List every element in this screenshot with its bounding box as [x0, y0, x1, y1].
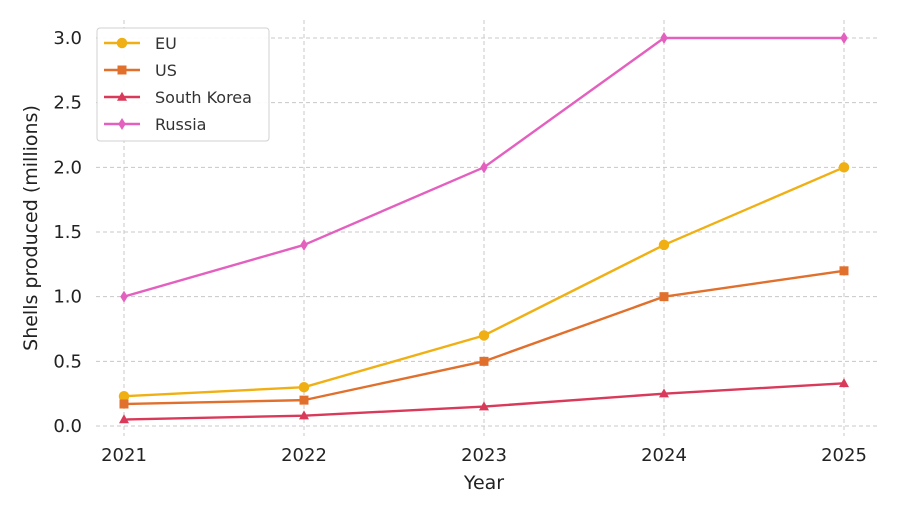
data-point-eu	[298, 381, 310, 393]
data-point-eu	[838, 162, 850, 173]
data-point-eu	[478, 330, 490, 341]
data-point-russia	[480, 161, 488, 174]
legend-label: EU	[155, 34, 177, 53]
x-tick-label: 2023	[461, 445, 507, 466]
data-point-south-korea	[479, 401, 489, 411]
data-point-us	[479, 356, 489, 366]
y-axis-ticks: 0.0 0.5 1.0 1.5 2.0 2.5 3.0	[53, 28, 82, 437]
series-eu	[118, 162, 850, 402]
x-tick-label: 2024	[641, 445, 687, 466]
y-tick-label: 1.5	[53, 222, 82, 243]
legend-swatch-marker	[116, 37, 128, 49]
legend-label: US	[155, 61, 177, 80]
legend-item-us: US	[104, 61, 177, 80]
legend-swatch-marker	[118, 118, 126, 130]
legend-item-eu: EU	[104, 34, 177, 53]
data-point-eu	[658, 239, 670, 251]
data-point-russia	[300, 238, 308, 251]
x-tick-label: 2022	[281, 445, 327, 466]
data-point-south-korea	[839, 378, 849, 388]
data-point-us	[839, 266, 849, 276]
series-south-korea	[119, 378, 849, 424]
y-tick-label: 1.0	[53, 287, 82, 308]
y-tick-label: 3.0	[53, 28, 82, 49]
legend-label: Russia	[155, 115, 206, 134]
legend-swatch-marker	[117, 65, 127, 75]
legend-swatch-marker	[117, 91, 127, 101]
data-point-russia	[660, 32, 668, 44]
data-point-south-korea	[119, 414, 129, 424]
data-point-russia	[840, 32, 848, 44]
data-point-russia	[120, 290, 128, 303]
y-tick-label: 0.5	[53, 351, 82, 372]
data-point-us	[659, 292, 669, 302]
legend: EU US South Korea Russia	[96, 27, 270, 142]
y-tick-label: 0.0	[53, 416, 82, 437]
legend-label: South Korea	[155, 88, 252, 107]
x-tick-label: 2021	[101, 445, 147, 466]
legend-item-russia: Russia	[104, 115, 206, 134]
legend-item-south-korea: South Korea	[104, 88, 252, 107]
data-point-us	[119, 399, 129, 409]
y-tick-label: 2.5	[53, 93, 82, 114]
x-axis-ticks: 2021 2022 2023 2024 2025	[101, 445, 867, 466]
data-point-us	[299, 395, 309, 405]
series-lines	[118, 32, 850, 424]
y-tick-label: 2.0	[53, 157, 82, 178]
series-us	[119, 266, 849, 409]
data-point-south-korea	[299, 410, 309, 420]
legend-box	[96, 27, 270, 142]
series-russia	[120, 32, 848, 303]
data-point-south-korea	[659, 388, 669, 398]
x-axis-title: Year	[463, 472, 504, 494]
x-tick-label: 2025	[821, 445, 867, 466]
y-axis-title: Shells produced (millions)	[20, 105, 42, 351]
